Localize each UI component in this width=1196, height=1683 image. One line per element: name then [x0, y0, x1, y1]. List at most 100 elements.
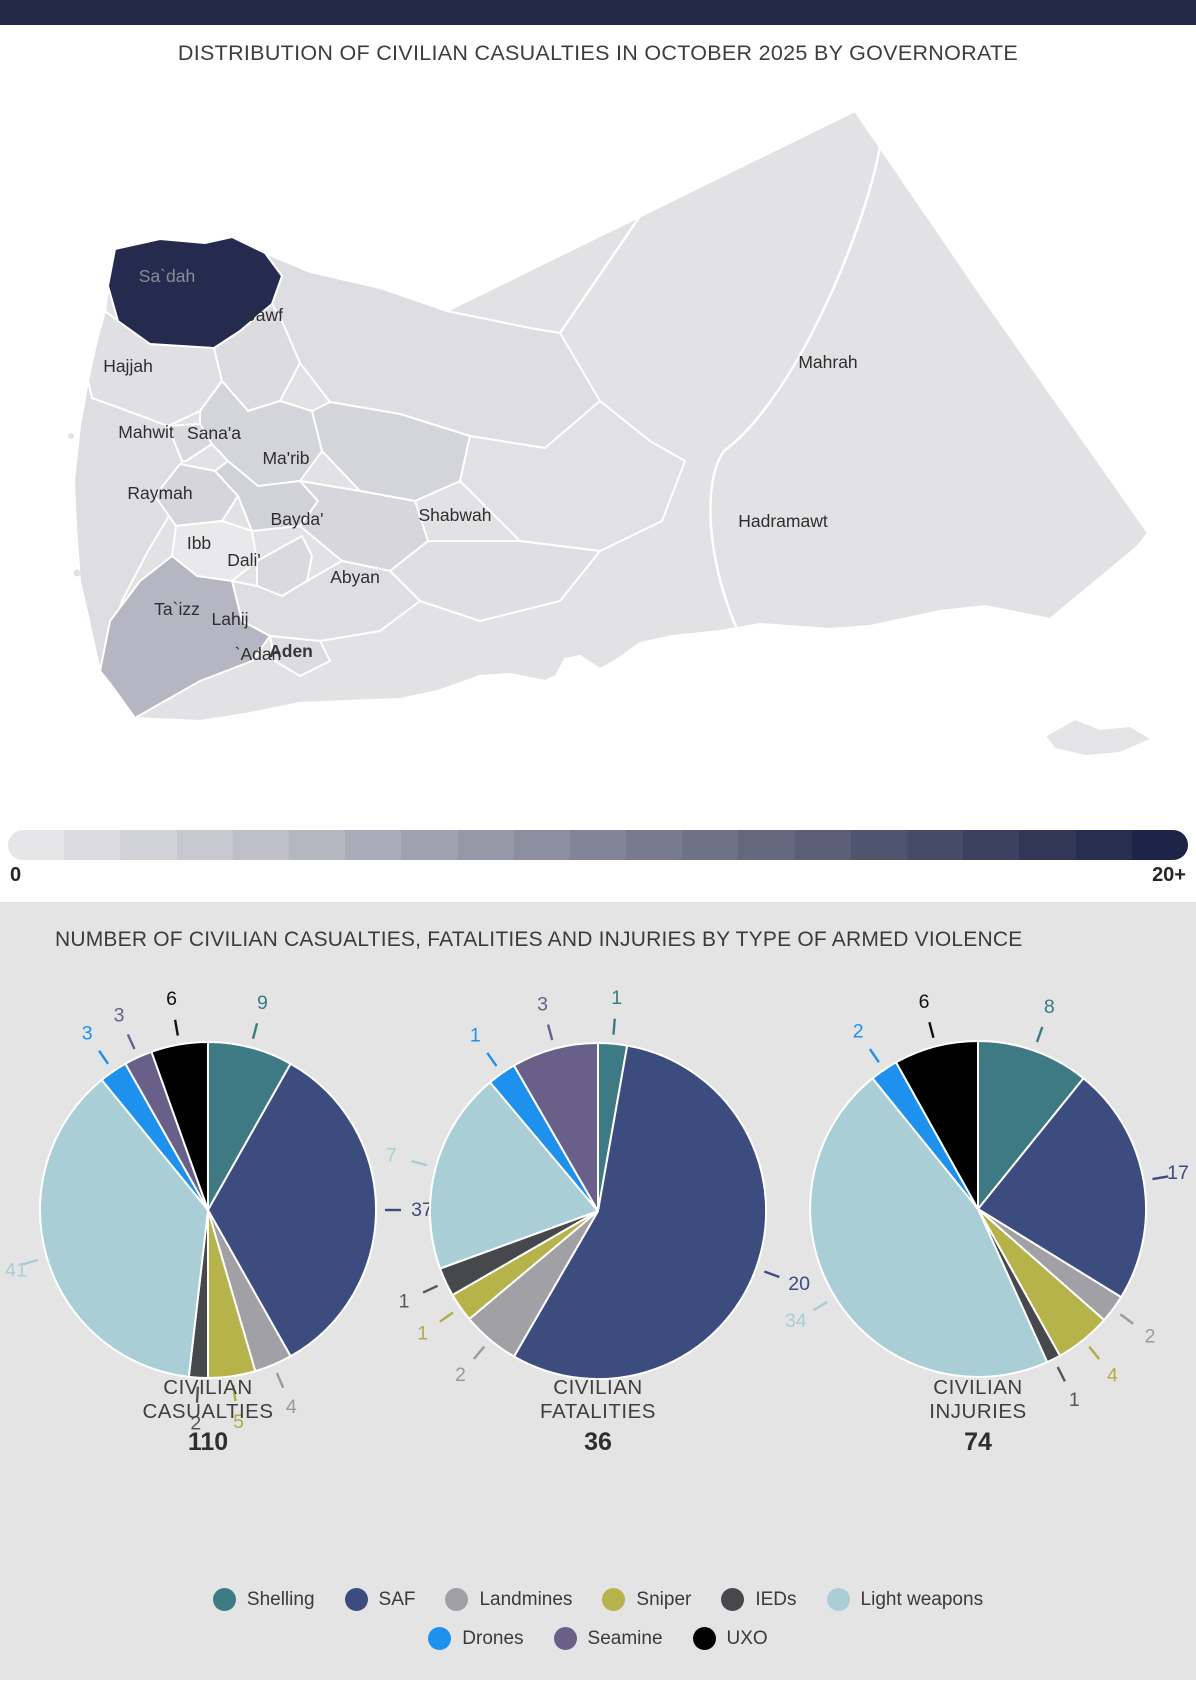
pie-injuries-title-line1: CIVILIAN	[933, 1376, 1022, 1399]
pie-casualties-value-saf: 37	[411, 1199, 433, 1221]
pie-label-tick	[98, 1050, 110, 1065]
gradient-max-label: 20+	[1152, 864, 1186, 886]
legend-label: UXO	[726, 1627, 768, 1649]
gradient-step	[626, 830, 683, 860]
region-label-abyan: Abyan	[330, 567, 380, 587]
legend-item-sniper: Sniper	[602, 1588, 691, 1611]
pie-label-tick	[195, 1386, 200, 1403]
region-label-marib: Ma'rib	[262, 448, 309, 468]
pie-fatalities-value-sniper: 1	[417, 1323, 428, 1345]
pie-fatalities-value-shelling: 1	[611, 987, 622, 1009]
pie-casualties-value-ieds: 2	[190, 1413, 201, 1435]
pie-casualties-value-landmines: 4	[286, 1396, 297, 1418]
legend-item-ieds: IEDs	[721, 1588, 797, 1611]
legend-item-drones: Drones	[428, 1627, 524, 1650]
pie-injuries-total: 74	[964, 1428, 992, 1456]
pie-label-tick	[411, 1159, 428, 1167]
region-label-shabwah: Shabwah	[419, 505, 492, 525]
gradient-min-label: 0	[10, 864, 22, 886]
legend-swatch-seamine	[553, 1627, 577, 1650]
pie-fatalities-value-saf: 20	[788, 1273, 810, 1295]
yemen-choropleth-map: Hajjah Jawf Sa`dah Mahwit Sana'a Ma'rib Raymah…	[0, 76, 1196, 816]
region-border-line-0	[558, 215, 642, 334]
gradient-step	[401, 830, 458, 860]
legend-row-1: Shelling SAF Landmines Sniper IEDs Light weap…	[212, 1588, 983, 1611]
region-label-hadramawt: Hadramawt	[738, 511, 828, 531]
pie-legend: Shelling SAF Landmines Sniper IEDs Light weap…	[0, 1588, 1196, 1650]
pie-label-tick	[1088, 1345, 1101, 1360]
gradient-legend-labels: 0 20+	[10, 864, 1186, 888]
pie-casualties-total: 110	[188, 1428, 228, 1456]
pie-label-tick	[1056, 1366, 1066, 1382]
pie-label-tick	[275, 1372, 285, 1389]
pie-casualties-value-sniper: 5	[233, 1411, 244, 1433]
pie-casualties-value-drones: 3	[82, 1022, 93, 1044]
pie-fatalities-value-seamine: 3	[537, 993, 548, 1015]
gradient-step	[288, 830, 346, 860]
pie-casualties-title-line2: CASUALTIES	[142, 1400, 273, 1423]
region-label-lahij: Lahij	[212, 609, 249, 629]
legend-swatch-saf	[344, 1588, 368, 1611]
gradient-step	[64, 830, 121, 860]
region-taizz	[99, 555, 271, 719]
legend-item-shelling: Shelling	[212, 1588, 315, 1611]
region-label-jawf: Jawf	[247, 305, 283, 325]
pie-injuries-slice-saf	[977, 1077, 1148, 1299]
gradient-step	[176, 830, 233, 860]
pie-injuries-value-sniper: 4	[1107, 1365, 1118, 1387]
pie-label-tick	[22, 1258, 39, 1266]
pie-label-tick	[813, 1300, 828, 1312]
legend-swatch-landmines	[445, 1588, 469, 1611]
pie-injuries-value-landmines: 2	[1145, 1325, 1156, 1347]
map-title: DISTRIBUTION OF CIVILIAN CASUALTIES IN O…	[177, 41, 1019, 65]
yemen-map-svg: Hajjah Jawf Sa`dah Mahwit Sana'a Ma'rib Raymah…	[68, 110, 1153, 757]
pie-injuries-value-uxo: 6	[919, 991, 930, 1013]
legend-swatch-sniper	[602, 1588, 626, 1611]
pie-charts-panel: NUMBER OF CIVILIAN CASUALTIES, FATALITIE…	[0, 902, 1196, 1680]
legend-label: Landmines	[479, 1588, 573, 1610]
pie-label-tick	[763, 1270, 780, 1279]
gradient-step	[8, 830, 65, 860]
pie-label-tick	[1119, 1313, 1134, 1325]
region-mahwit	[167, 423, 213, 462]
legend-item-landmines: Landmines	[445, 1588, 572, 1611]
legend-item-light-weapons: Light weapons	[826, 1588, 983, 1611]
pie-fatalities-title-line2: FATALITIES	[540, 1400, 656, 1423]
pie-label-tick	[486, 1052, 498, 1067]
region-border-line-1	[709, 146, 882, 630]
pie-fatalities-value-light-weapons: 7	[386, 1145, 397, 1167]
region-label-saadah: Sa`dah	[139, 266, 195, 286]
pie-injuries-value-saf: 17	[1167, 1162, 1189, 1184]
gradient-step	[850, 830, 907, 860]
pie-label-tick	[422, 1284, 439, 1294]
region-label-adan: `Adan	[235, 644, 282, 664]
pie-label-tick	[473, 1345, 486, 1360]
legend-swatch-ieds	[721, 1588, 745, 1611]
legend-item-seamine: Seamine	[553, 1627, 663, 1650]
gradient-step	[907, 830, 964, 860]
region-socotra	[1044, 718, 1153, 757]
pie-injuries-value-shelling: 8	[1044, 996, 1055, 1018]
pie-fatalities-slice-light-weapons	[428, 1081, 599, 1270]
pie-section-title: NUMBER OF CIVILIAN CASUALTIES, FATALITIE…	[55, 928, 1023, 951]
gradient-step	[345, 830, 402, 860]
region-label-mahwit: Mahwit	[118, 422, 174, 442]
gradient-step	[1019, 830, 1076, 860]
choropleth-gradient-legend	[8, 830, 1188, 860]
region-label-dali: Dali'	[227, 550, 261, 570]
pie-casualties-value-shelling: 9	[257, 992, 268, 1014]
region-label-raymah: Raymah	[127, 483, 192, 503]
pie-fatalities-slice-seamine	[513, 1042, 599, 1212]
top-header-bar	[0, 0, 1196, 25]
pie-label-tick	[439, 1311, 454, 1323]
pie-fatalities-total: 36	[584, 1428, 612, 1456]
legend-swatch-shelling	[212, 1588, 236, 1611]
legend-item-saf: SAF	[344, 1588, 415, 1611]
legend-label: Sniper	[636, 1588, 692, 1610]
legend-row-2: Drones Seamine UXO	[428, 1627, 768, 1650]
gradient-step	[513, 830, 570, 860]
pie-label-tick	[251, 1023, 259, 1040]
region-label-taizz: Ta`izz	[154, 599, 200, 619]
pie-injuries-value-ieds: 1	[1069, 1389, 1080, 1411]
gradient-step	[232, 830, 289, 860]
